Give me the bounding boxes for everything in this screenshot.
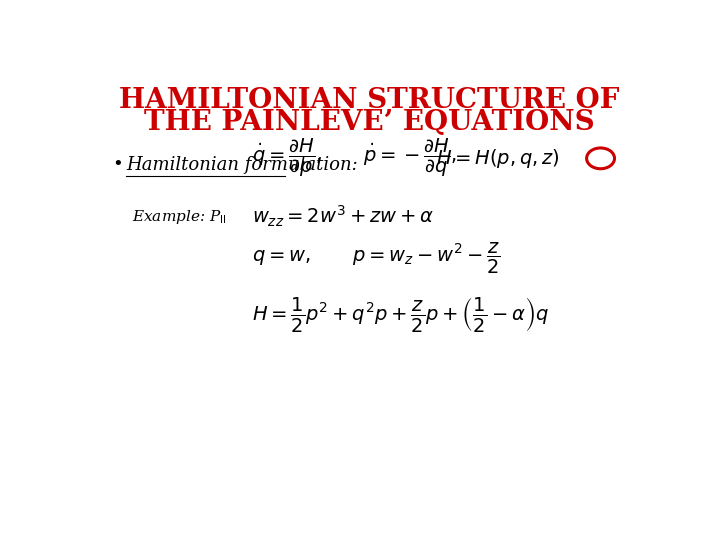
Text: Hamiltonian formulation:: Hamiltonian formulation:	[126, 156, 358, 173]
Text: $H = H(p, q, z)$: $H = H(p, q, z)$	[436, 147, 559, 170]
Text: HAMILTONIAN STRUCTURE OF: HAMILTONIAN STRUCTURE OF	[119, 86, 619, 113]
Text: $\dot{q} = \dfrac{\partial H}{\partial p},\qquad \dot{p} = -\dfrac{\partial H}{\: $\dot{q} = \dfrac{\partial H}{\partial p…	[252, 137, 457, 179]
Text: $q = w, \qquad p = w_z - w^2 - \dfrac{z}{2}$: $q = w, \qquad p = w_z - w^2 - \dfrac{z}…	[252, 241, 500, 276]
Text: THE PAINLEVE’ EQUATIONS: THE PAINLEVE’ EQUATIONS	[144, 109, 594, 136]
Text: $H = \dfrac{1}{2}p^2 + q^2 p + \dfrac{z}{2}p + \left(\dfrac{1}{2} - \alpha\right: $H = \dfrac{1}{2}p^2 + q^2 p + \dfrac{z}…	[252, 295, 549, 334]
Text: •: •	[112, 156, 123, 173]
Text: $w_{zz} = 2w^3 + zw + \alpha$: $w_{zz} = 2w^3 + zw + \alpha$	[252, 204, 433, 229]
Text: Example: P$_{\mathrm{II}}$: Example: P$_{\mathrm{II}}$	[132, 207, 227, 226]
